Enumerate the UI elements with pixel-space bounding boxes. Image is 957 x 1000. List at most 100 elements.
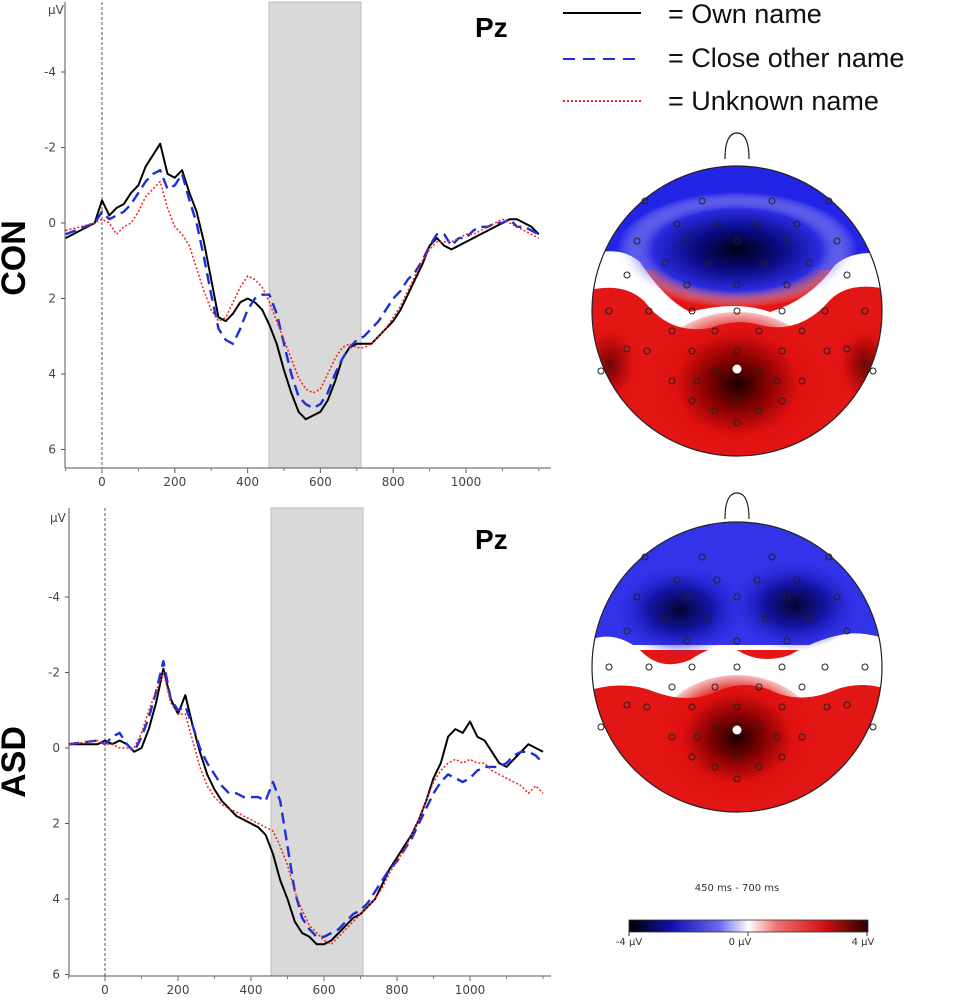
channel-label: Pz: [475, 12, 508, 43]
series-line-own-name: [65, 142, 540, 421]
electrode-marker: [711, 327, 719, 335]
electrode-marker: [633, 237, 641, 245]
x-tick-label: 0: [98, 475, 106, 489]
electrode-marker: [783, 281, 791, 289]
electrode-marker: [668, 377, 676, 385]
electrode-marker: [713, 220, 721, 228]
electrode-marker: [705, 615, 713, 623]
electrode-marker: [661, 615, 669, 623]
erp-panel-con: 0 200 400 600 800 1000 -4 -2 0 2 4 6 µV CON Pz: [0, 1, 551, 489]
electrode-marker: [798, 377, 806, 385]
electrode-marker: [823, 347, 831, 355]
electrode-marker: [755, 367, 763, 375]
electrode-marker: [698, 197, 706, 205]
topomap-asd: [591, 492, 883, 813]
electrode-marker: [755, 327, 763, 335]
electrode-marker: [711, 367, 719, 375]
electrode-marker: [798, 327, 806, 335]
series-line-unknown-name: [65, 180, 540, 394]
electrode-marker: [733, 281, 741, 289]
electrode-marker: [688, 753, 696, 761]
electrode-marker: [623, 701, 631, 709]
x-tick-label: 0: [101, 983, 109, 997]
electrode-marker: [668, 327, 676, 335]
electrode-marker: [778, 703, 786, 711]
electrode-marker: [825, 553, 833, 561]
electrode-marker: [711, 723, 719, 731]
electrode-marker: [688, 347, 696, 355]
electrode-marker: [825, 197, 833, 205]
electrode-marker: [597, 367, 605, 375]
group-label-asd: ASD: [0, 726, 33, 798]
electrode-marker: [668, 683, 676, 691]
electrode-marker: [645, 663, 653, 671]
electrode-marker: [673, 220, 681, 228]
electrode-marker: [733, 307, 741, 315]
electrode-marker: [768, 197, 776, 205]
electrode-marker: [605, 663, 613, 671]
electrode-marker: [778, 663, 786, 671]
time-window-label: 450 ms - 700 ms: [695, 883, 779, 894]
electrode-marker: [733, 663, 741, 671]
y-unit-label: µV: [50, 511, 67, 525]
electrode-marker: [778, 397, 786, 405]
electrode-marker: [833, 593, 841, 601]
head-outline: [591, 521, 883, 813]
topomap-con: [591, 132, 883, 457]
electrode-marker: [773, 377, 781, 385]
electrode-marker: [733, 703, 741, 711]
electrode-marker: [623, 627, 631, 635]
electrode-marker: [869, 367, 877, 375]
electrode-marker: [688, 663, 696, 671]
electrode-marker: [793, 576, 801, 584]
electrode-marker: [755, 763, 763, 771]
electrode-marker: [688, 397, 696, 405]
electrode-marker: [668, 733, 676, 741]
electrode-marker: [753, 576, 761, 584]
y-unit-label: µV: [48, 3, 65, 17]
erp-panel-asd: 0 200 400 600 800 1000 -4 -2 0 2 4 6 µV ASD Pz: [0, 507, 551, 997]
colorbar-mid-label: 0 µV: [729, 937, 752, 948]
y-tick-label: 4: [52, 892, 60, 906]
y-tick-label: 0: [52, 741, 60, 755]
electrode-marker: [755, 407, 763, 415]
pz-electrode-marker: [732, 364, 742, 374]
electrode-marker: [805, 615, 813, 623]
electrode-marker: [821, 307, 829, 315]
electrode-marker: [711, 763, 719, 771]
y-tick-label: 4: [48, 367, 56, 381]
electrode-marker: [783, 237, 791, 245]
electrode-marker: [843, 627, 851, 635]
nose-shape: [724, 132, 750, 160]
electrode-marker: [843, 345, 851, 353]
electrode-marker: [683, 281, 691, 289]
x-tick-label: 400: [240, 983, 263, 997]
electrode-marker: [773, 733, 781, 741]
group-label-con: CON: [0, 220, 33, 296]
electrode-marker: [778, 753, 786, 761]
electrode-marker: [683, 237, 691, 245]
head-outline: [591, 165, 883, 457]
y-tick-label: 0: [48, 216, 56, 230]
electrode-marker: [693, 733, 701, 741]
electrode-marker: [641, 553, 649, 561]
electrode-marker: [633, 593, 641, 601]
electrode-marker: [733, 753, 741, 761]
legend-label-unknown: = Unknown name: [668, 86, 879, 116]
x-tick-label: 1000: [451, 475, 482, 489]
electrode-marker: [778, 347, 786, 355]
electrode-marker: [711, 407, 719, 415]
electrode-marker: [783, 593, 791, 601]
electrode-marker: [605, 307, 613, 315]
electrode-marker: [683, 637, 691, 645]
electrode-marker: [698, 553, 706, 561]
legend-label-own: = Own name: [668, 0, 822, 29]
electrode-marker: [645, 307, 653, 315]
electrode-marker: [833, 237, 841, 245]
series-line-unknown-name: [68, 671, 544, 946]
electrode-marker: [869, 723, 877, 731]
electrode-marker: [761, 615, 769, 623]
x-tick-label: 1000: [455, 983, 486, 997]
colorbar: 450 ms - 700 ms -4 µV 0 µV 4 µV: [616, 883, 875, 948]
